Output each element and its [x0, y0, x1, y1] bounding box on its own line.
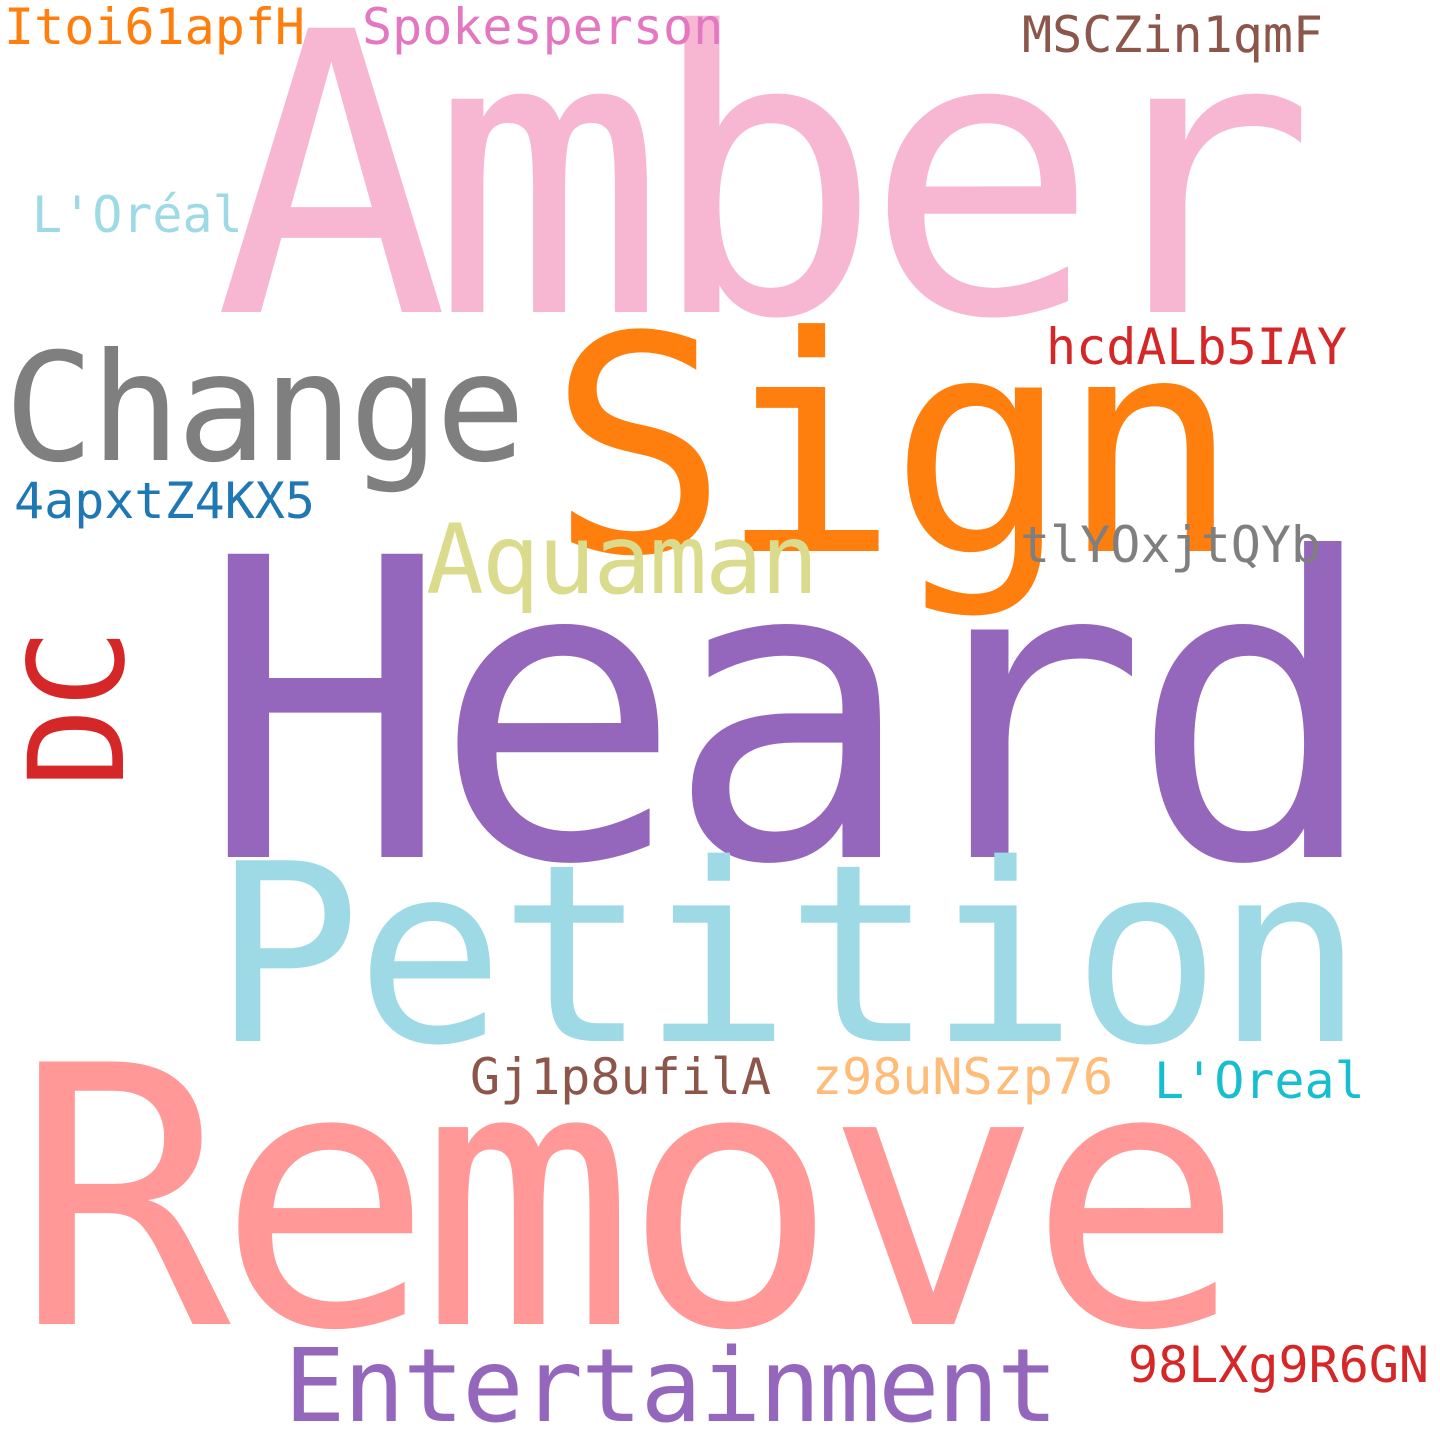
word-entertainment: Entertainment	[284, 1327, 1058, 1440]
word-loreal-plain: L'Oreal	[1154, 1052, 1365, 1110]
word-tlyoxjtqyb: tlYOxjtQYb	[1020, 516, 1322, 574]
word-msczin1qmf: MSCZin1qmF	[1022, 6, 1324, 64]
word-remove: Remove	[14, 990, 1244, 1409]
word-hcdalb5iay: hcdALb5IAY	[1046, 318, 1348, 376]
word-spokesperson: Spokesperson	[362, 0, 724, 56]
word-itoi61apfh: Itoi61apfH	[4, 0, 306, 56]
word-gj1p8ufila: Gj1p8ufilA	[470, 1048, 772, 1106]
word-loreal-accented: L'Oréal	[32, 186, 243, 244]
word-z98unszp76: z98uNSzp76	[812, 1048, 1114, 1106]
word-heard: Heard	[200, 472, 1380, 956]
word-amber: Amber	[214, 0, 1316, 404]
word-petition: Petition	[212, 812, 1364, 1100]
word-4apxtz4kx5: 4apxtZ4KX5	[14, 472, 316, 530]
word-aquaman: Aquaman	[426, 504, 819, 616]
word-dc-text: DC	[1, 628, 155, 788]
word-change: Change	[4, 322, 526, 496]
word-dc: DC	[1, 624, 155, 792]
word-98lxg9r6gn: 98LXg9R6GN	[1128, 1336, 1430, 1394]
word-sign: Sign	[548, 273, 1240, 622]
